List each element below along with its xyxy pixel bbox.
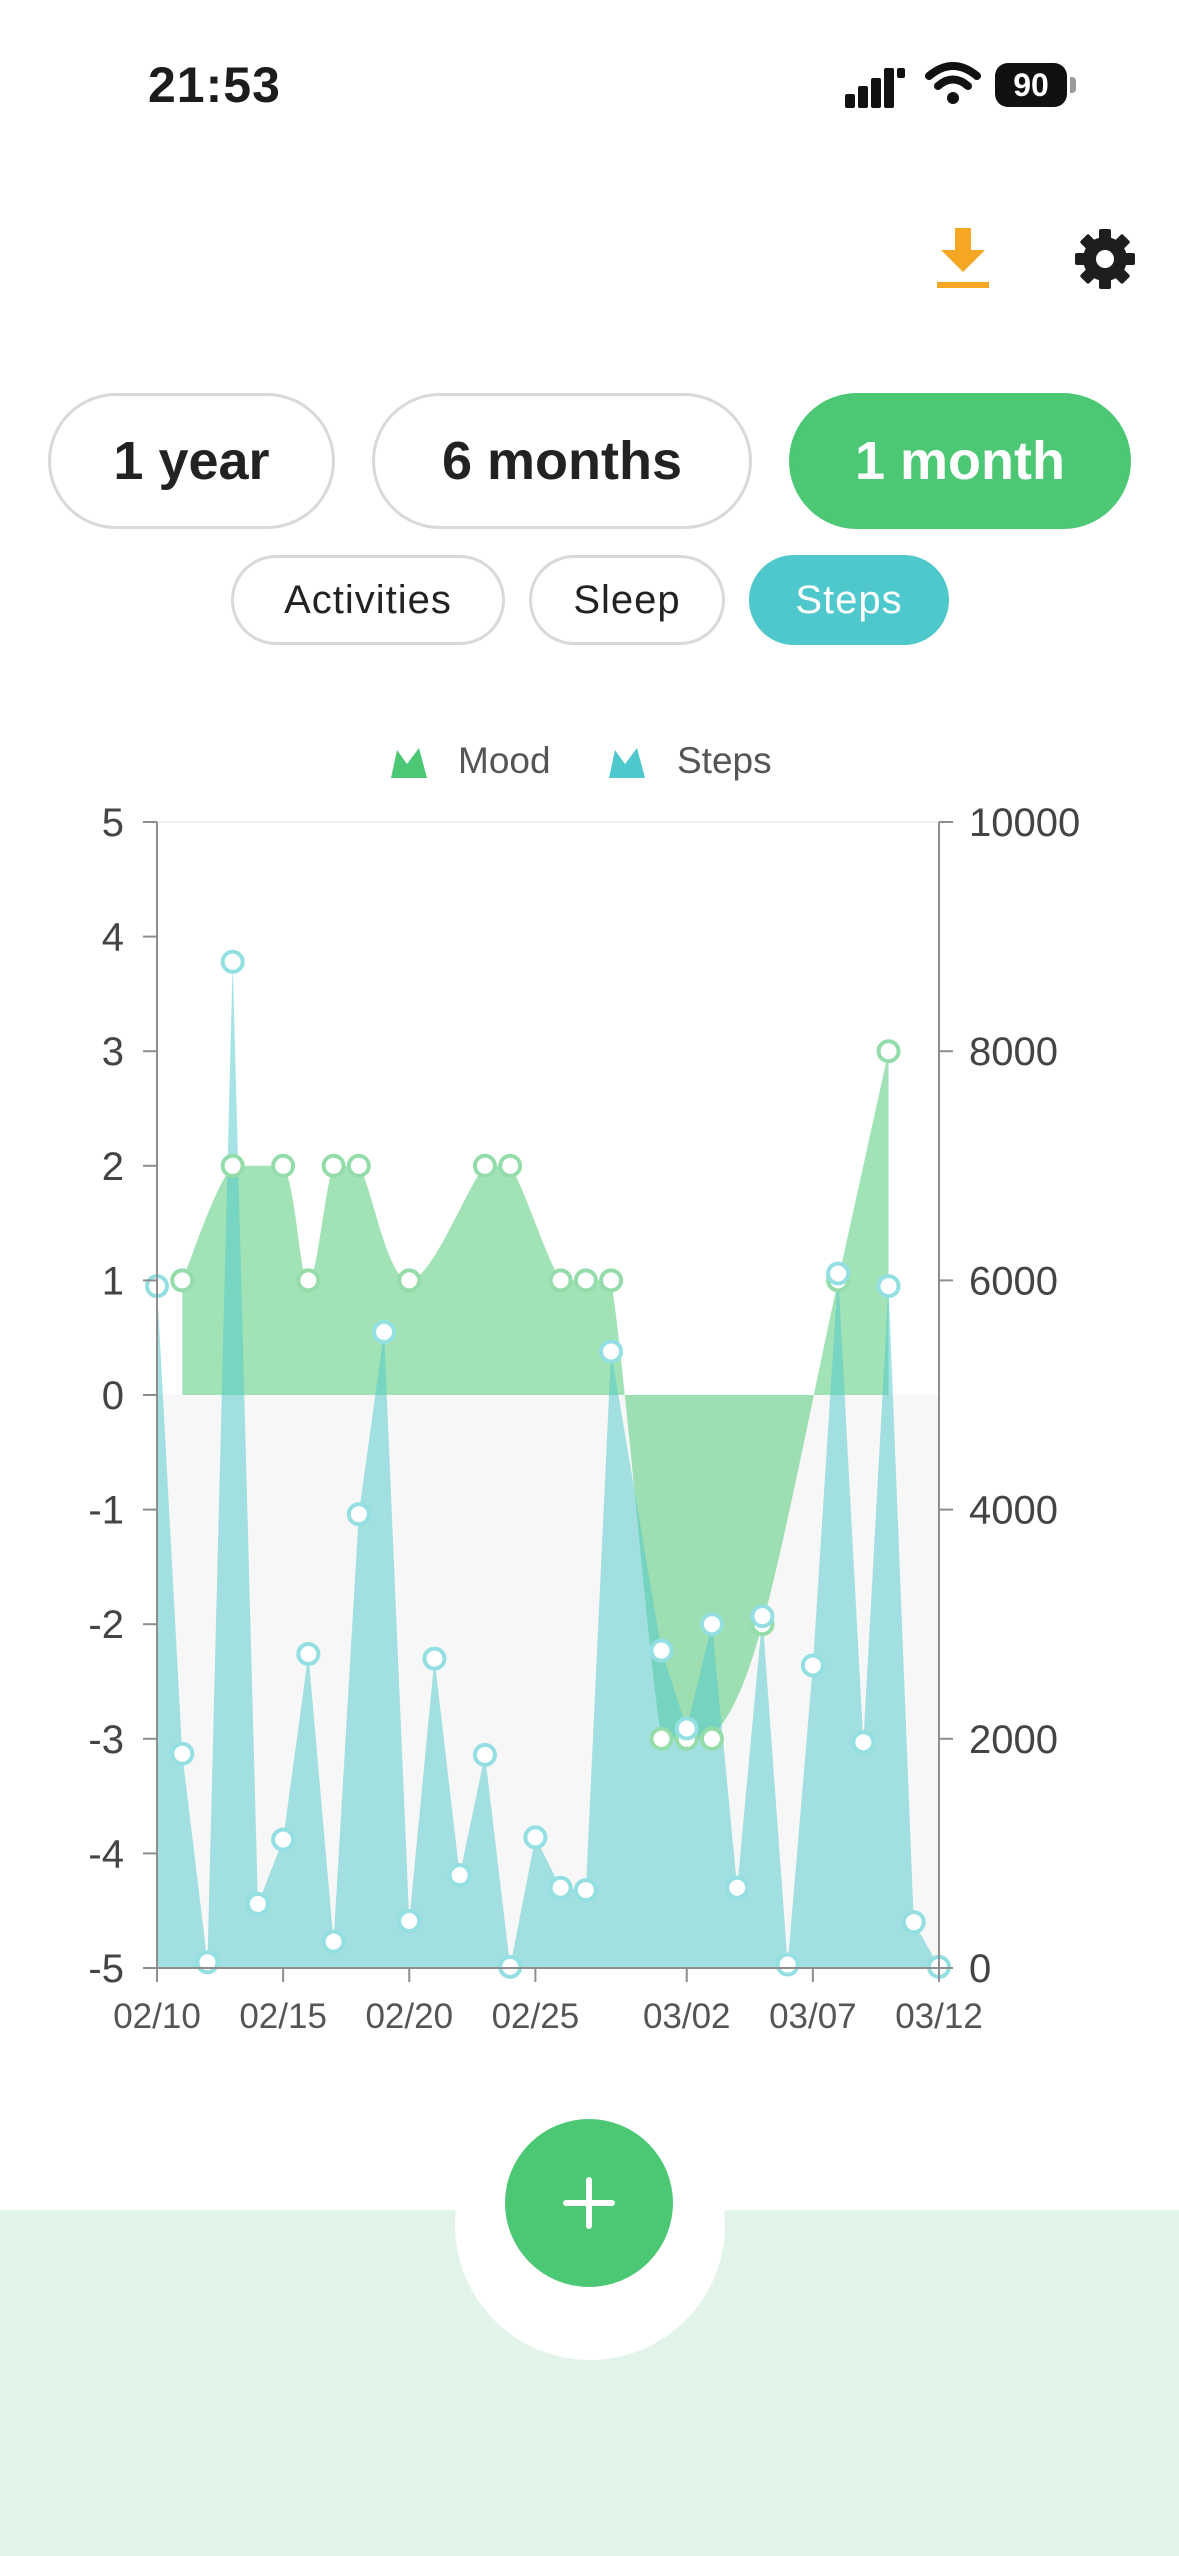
mood-point [699,1726,724,1751]
steps-point [901,1910,926,1935]
metric-tab-steps[interactable]: Steps [749,555,949,645]
battery-level: 90 [995,63,1067,107]
x-tick-label: 02/15 [239,1997,327,2036]
metric-tab-activities[interactable]: Activities [231,555,505,645]
legend-steps-icon [609,748,645,778]
mood-point [876,1039,901,1064]
mood-point [346,1153,371,1178]
mood-point [321,1153,346,1178]
steps-point [649,1638,674,1663]
y-right-tick-label: 4000 [969,1489,1058,1533]
download-icon[interactable] [935,228,991,290]
legend-steps-label: Steps [677,740,772,781]
status-bar: 21:53 90 [0,0,1179,170]
y-right-tick-label: 8000 [969,1030,1058,1074]
steps-point [447,1863,472,1888]
y-left-tick-label: -1 [88,1489,124,1533]
steps-point [498,1954,523,1979]
mood-point [220,1153,245,1178]
steps-point [548,1875,573,1900]
steps-point [876,1274,901,1299]
status-time: 21:53 [148,57,281,113]
x-tick-label: 03/02 [643,1997,731,2036]
cellular-signal-icon [845,68,905,108]
steps-point [372,1319,397,1344]
mood-area [182,1051,889,1739]
range-tab-1-year[interactable]: 1 year [48,393,335,529]
steps-point [220,949,245,974]
y-left-tick-label: 3 [102,1030,124,1074]
y-right-tick-label: 6000 [969,1259,1058,1303]
mood-point [397,1268,422,1293]
steps-point [245,1891,270,1916]
legend-mood-icon [391,748,427,778]
steps-point [851,1730,876,1755]
x-tick-label: 03/12 [895,1997,983,2036]
steps-point [573,1878,598,1903]
y-left-tick-label: -3 [88,1718,124,1762]
x-tick-label: 02/20 [365,1997,453,2036]
range-tab-1-month[interactable]: 1 month [789,393,1131,529]
steps-point [472,1742,497,1767]
y-left-tick-label: 0 [102,1374,124,1418]
y-left-tick-label: -5 [88,1947,124,1991]
gear-icon[interactable] [1074,228,1136,290]
steps-point [422,1646,447,1671]
steps-point [775,1952,800,1977]
steps-point [397,1909,422,1934]
mood-point [649,1726,674,1751]
y-left-tick-label: -4 [88,1832,124,1876]
mood-point [599,1268,624,1293]
steps-point [826,1261,851,1286]
steps-point [800,1653,825,1678]
x-tick-label: 03/07 [769,1997,857,2036]
x-tick-label: 02/25 [492,1997,580,2036]
range-tab-6-months[interactable]: 6 months [372,393,752,529]
steps-point [674,1716,699,1741]
steps-point [699,1612,724,1637]
steps-point [599,1339,624,1364]
steps-point [195,1950,220,1975]
y-left-tick-label: 2 [102,1145,124,1189]
add-entry-button[interactable] [505,2119,673,2287]
mood-point [573,1268,598,1293]
metric-tab-sleep[interactable]: Sleep [529,555,725,645]
mood-point [170,1268,195,1293]
y-right-tick-label: 2000 [969,1718,1058,1762]
legend-mood-label: Mood [458,740,551,781]
steps-point [346,1502,371,1527]
steps-area [157,961,939,1968]
steps-point [321,1929,346,1954]
mood-point [271,1153,296,1178]
mood-steps-chart: 5 4 3 2 1 0 -1 -2 -3 -4 -5 10000 8000 6000 4000 2000 0 02… [88,740,1080,2036]
battery-icon: 90 [995,63,1079,107]
y-left-tick-label: 5 [102,801,124,845]
mood-point [498,1153,523,1178]
mood-point [548,1268,573,1293]
y-right-tick-label: 0 [969,1947,991,1991]
steps-point [750,1604,775,1629]
steps-point [271,1827,296,1852]
y-left-tick-label: 4 [102,916,124,960]
steps-point [725,1875,750,1900]
steps-point [170,1741,195,1766]
y-left-tick-label: -2 [88,1603,124,1647]
mood-point [296,1268,321,1293]
y-left-tick-label: 1 [102,1259,124,1303]
steps-point [296,1641,321,1666]
y-right-tick-label: 10000 [969,801,1080,845]
wifi-icon [925,62,981,104]
steps-point [523,1825,548,1850]
x-tick-label: 02/10 [113,1997,201,2036]
mood-point [472,1153,497,1178]
